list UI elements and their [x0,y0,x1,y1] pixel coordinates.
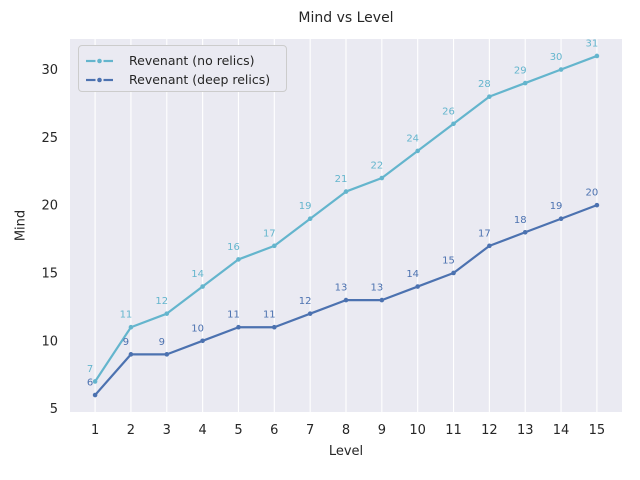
svg-text:19: 19 [299,201,312,212]
svg-text:6: 6 [87,378,93,389]
svg-text:20: 20 [586,188,599,199]
gridlines [94,39,598,412]
svg-text:11: 11 [227,310,240,321]
svg-text:30: 30 [550,52,563,63]
svg-text:13: 13 [517,423,534,438]
svg-text:16: 16 [227,242,240,253]
svg-text:17: 17 [478,228,491,239]
svg-text:10: 10 [409,423,426,438]
svg-text:26: 26 [442,106,455,117]
y-axis-label: Mind [13,209,29,242]
svg-text:5: 5 [234,423,242,438]
legend-line-sample-icon [86,58,113,63]
svg-text:24: 24 [406,133,419,144]
x-tick-labels: 1 2 3 4 5 6 7 8 9 10 11 12 13 14 15 [91,423,605,438]
svg-text:9: 9 [123,337,129,348]
svg-text:15: 15 [589,423,606,438]
svg-text:2: 2 [127,423,135,438]
svg-text:31: 31 [586,38,599,49]
svg-text:21: 21 [335,174,348,185]
svg-text:14: 14 [406,269,419,280]
svg-text:11: 11 [263,310,276,321]
svg-text:19: 19 [550,201,563,212]
svg-text:10: 10 [191,323,204,334]
svg-text:15: 15 [41,266,58,281]
svg-text:10: 10 [41,334,58,349]
svg-text:8: 8 [342,423,350,438]
y-tick-labels: 5 10 15 20 25 30 [41,63,58,417]
svg-text:25: 25 [41,131,58,146]
svg-text:11: 11 [120,310,133,321]
svg-text:6: 6 [270,423,278,438]
legend-label: Revenant (deep relics) [129,72,271,87]
legend: Revenant (no relics) Revenant (deep reli… [78,45,287,92]
svg-text:30: 30 [41,63,58,78]
svg-text:14: 14 [553,423,570,438]
svg-text:12: 12 [299,296,312,307]
svg-text:12: 12 [481,423,498,438]
svg-text:1: 1 [91,423,99,438]
svg-text:18: 18 [514,215,527,226]
legend-line-sample-icon [86,77,113,82]
svg-text:15: 15 [442,255,455,266]
series-markers-1 [92,202,600,398]
svg-text:28: 28 [478,79,491,90]
svg-text:22: 22 [370,161,383,172]
legend-label: Revenant (no relics) [129,53,255,68]
svg-text:7: 7 [87,364,93,375]
svg-text:29: 29 [514,66,527,77]
svg-text:13: 13 [335,283,348,294]
svg-text:14: 14 [191,269,204,280]
svg-text:17: 17 [263,228,276,239]
svg-text:9: 9 [159,337,165,348]
svg-text:9: 9 [378,423,386,438]
chart-title: Mind vs Level [298,10,394,26]
legend-item-deep-relics: Revenant (deep relics) [86,70,286,89]
svg-text:3: 3 [163,423,171,438]
svg-text:7: 7 [306,423,314,438]
svg-text:4: 4 [198,423,206,438]
series-point-labels-0: 7 11 12 14 16 17 19 21 22 24 26 28 29 30 31 [87,38,598,375]
svg-text:12: 12 [155,296,168,307]
svg-text:20: 20 [41,199,58,214]
svg-text:5: 5 [50,402,58,417]
series-point-labels-1: 6 9 9 10 11 11 12 13 13 14 15 17 18 19 20 [87,188,598,389]
x-axis-label: Level [328,444,364,459]
legend-item-no-relics: Revenant (no relics) [86,51,286,70]
svg-text:11: 11 [445,423,462,438]
series-markers-0 [92,53,600,384]
svg-text:13: 13 [370,283,383,294]
